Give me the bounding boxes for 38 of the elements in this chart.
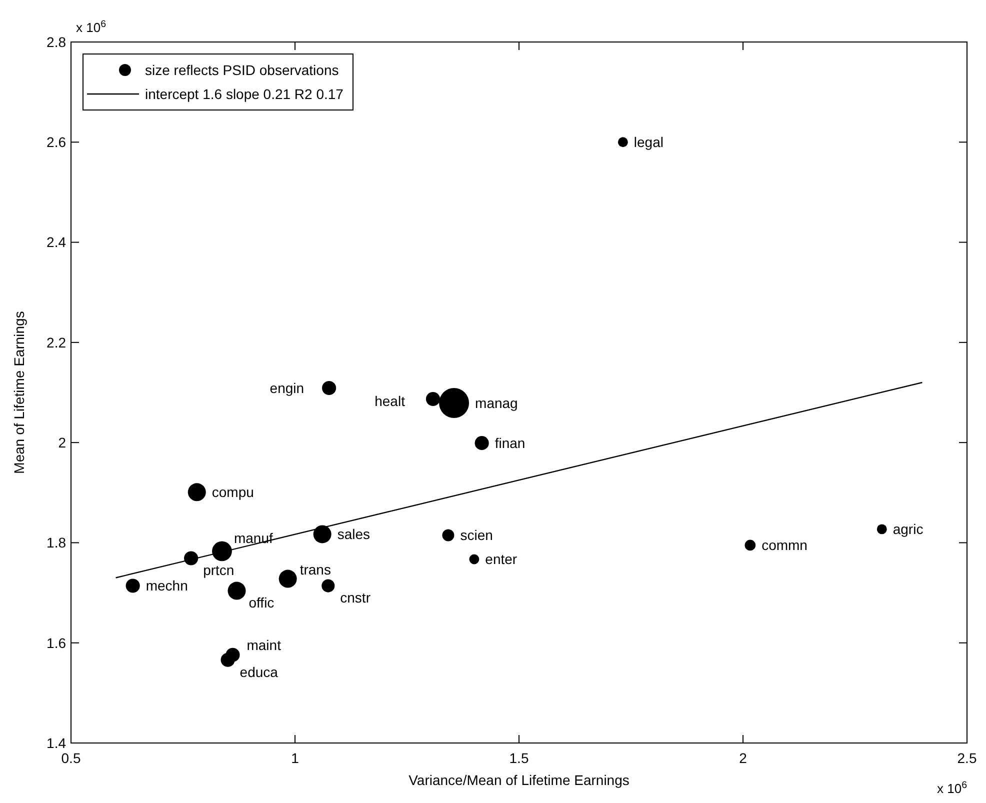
data-label: manag — [475, 394, 518, 411]
y-tick-label: 1.8 — [46, 534, 66, 551]
data-label: scien — [460, 527, 493, 544]
text: x 10$^{6}$ — [76, 18, 106, 35]
x-tick-label: 0.5 — [61, 750, 81, 766]
y-tick-label: 2.6 — [46, 134, 66, 150]
legend-label: size reflects PSID observations — [145, 62, 339, 78]
legend-label: intercept 1.6 slope 0.21 R2 0.17 — [145, 86, 344, 102]
data-label: cnstr — [340, 590, 371, 606]
x-axis-title: Variance/Mean of Lifetime Earnings — [408, 772, 630, 788]
data-label: maint — [246, 636, 282, 653]
data-label: sales — [337, 526, 370, 542]
data-label: finan — [494, 434, 526, 451]
data-label: engin — [270, 380, 304, 396]
y-tick-label: 1.4 — [46, 734, 66, 751]
x-tick-label: 2 — [739, 750, 748, 766]
data-label: educa — [240, 664, 278, 680]
x-tick-label: 1 — [291, 750, 300, 766]
data-label: agric — [892, 521, 924, 538]
data-label: commn — [762, 537, 808, 554]
y-tick-label: 2.2 — [46, 334, 66, 350]
y-tick-label: 2.8 — [46, 34, 66, 50]
y-tick-label: 2 — [58, 434, 66, 450]
data-label: prtcn — [203, 562, 234, 578]
data-label: compu — [212, 484, 254, 500]
data-label: offic — [248, 594, 274, 611]
y-tick-label: 1.6 — [46, 634, 66, 651]
text: x 10$^{6}$ — [936, 780, 967, 796]
data-label: trans — [300, 562, 331, 578]
data-label: enter — [485, 551, 518, 568]
data-label: legal — [634, 134, 664, 150]
x-tick-label: 2.5 — [957, 750, 977, 766]
x-tick-label: 1.5 — [509, 750, 529, 766]
data-label: mechn — [146, 578, 188, 594]
data-label: healt — [374, 392, 406, 409]
y-axis-title: Mean of Lifetime Earnings — [11, 311, 27, 474]
y-tick-label: 2.4 — [46, 234, 66, 250]
data-label: manuf — [234, 530, 273, 546]
